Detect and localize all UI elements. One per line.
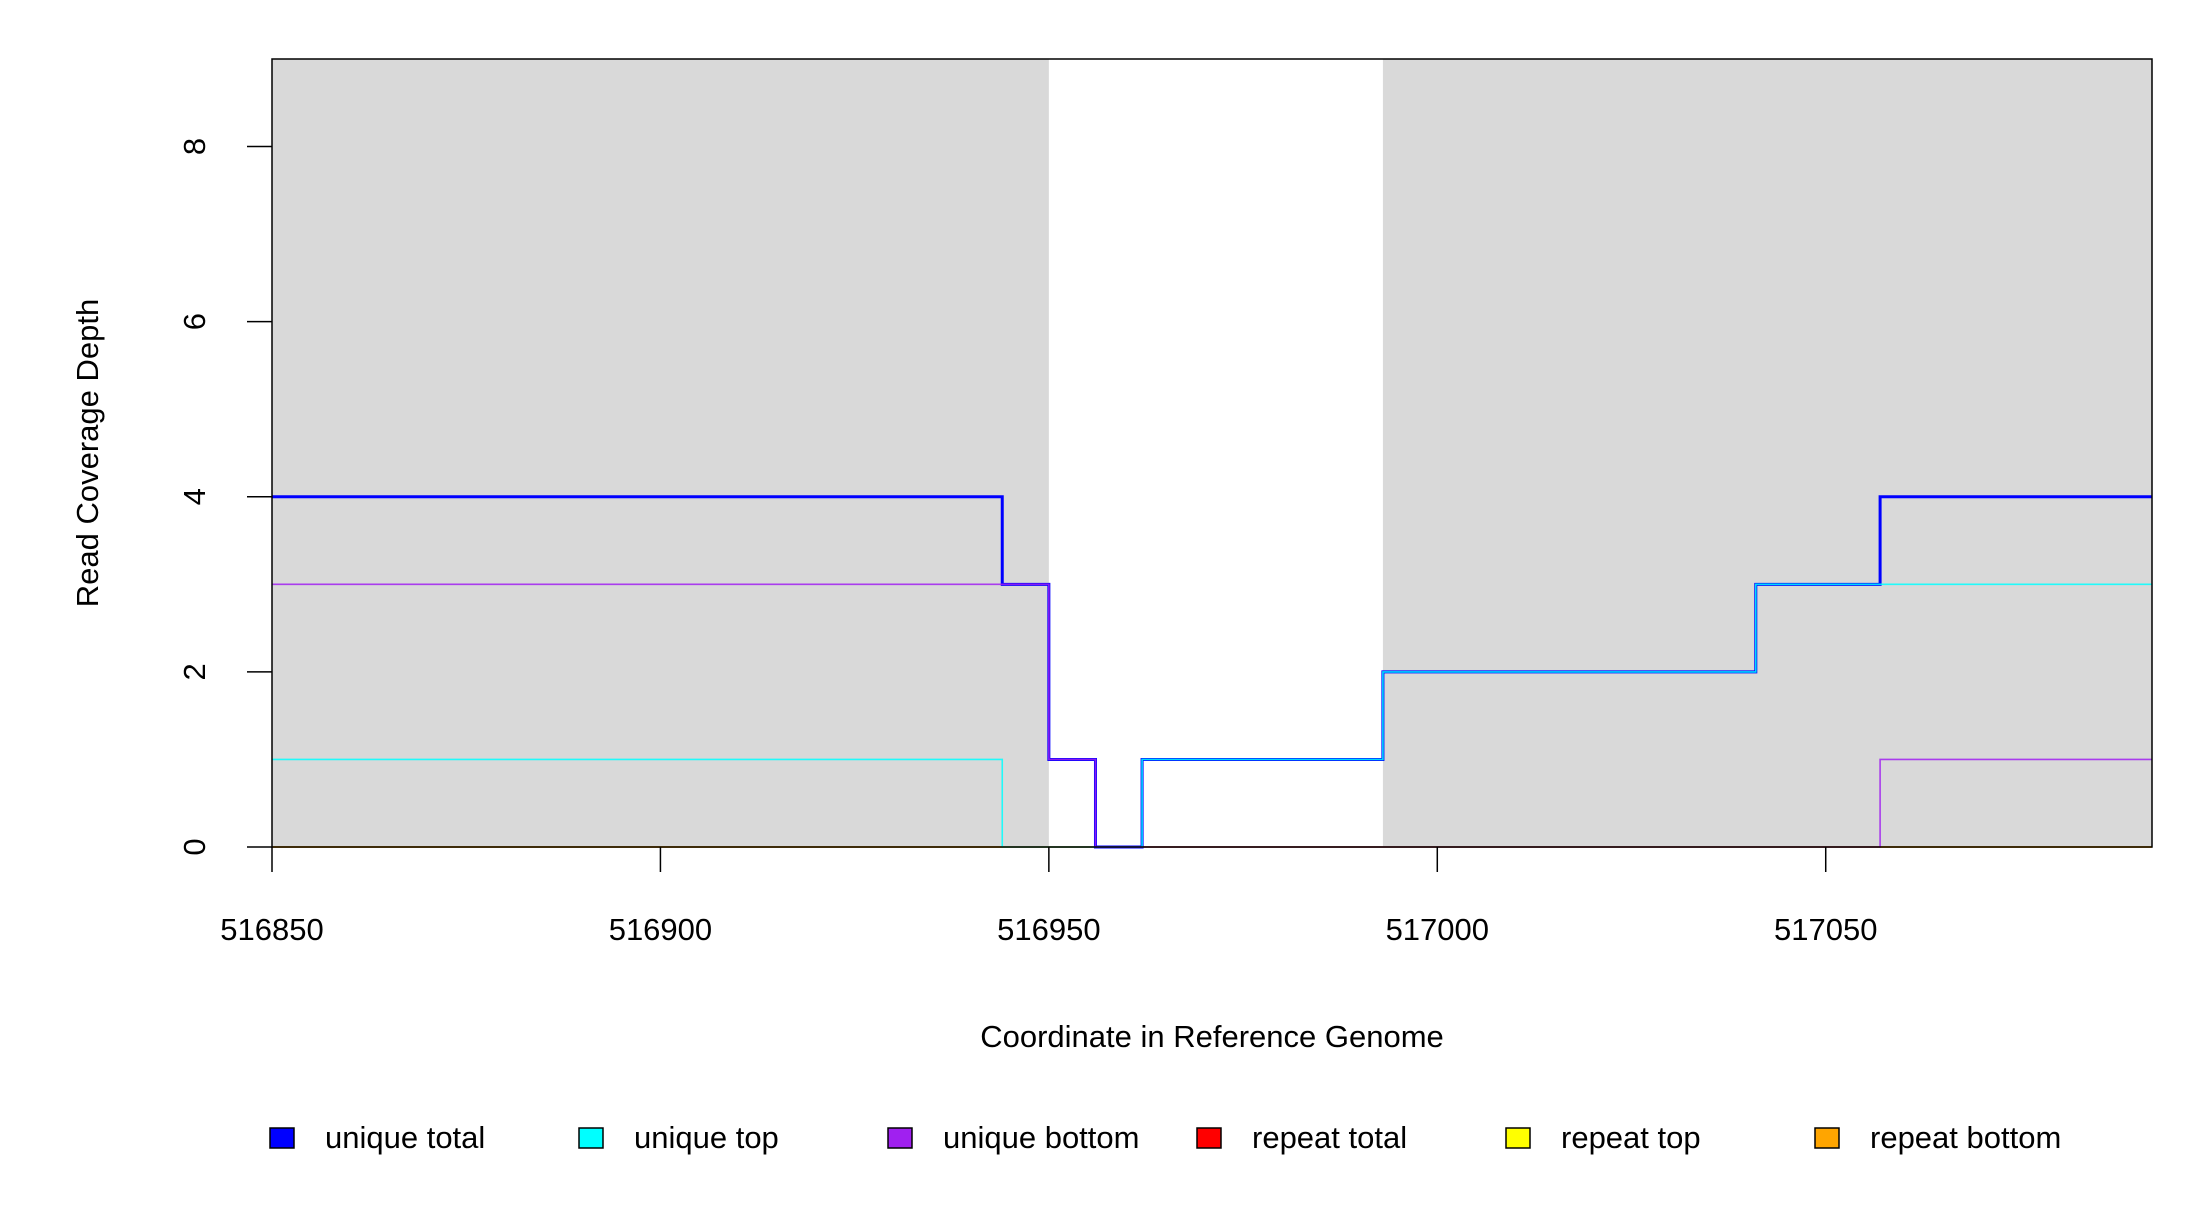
shaded-region — [1382, 59, 2152, 847]
y-tick-label: 2 — [177, 663, 212, 680]
legend-label: unique bottom — [943, 1120, 1139, 1155]
legend-label: unique total — [325, 1120, 485, 1155]
y-tick-label: 0 — [177, 838, 212, 855]
x-axis-label: Coordinate in Reference Genome — [980, 1019, 1444, 1054]
legend-label: unique top — [634, 1120, 779, 1155]
legend-label: repeat total — [1252, 1120, 1407, 1155]
plot-frame — [271, 58, 2153, 848]
shaded-regions — [272, 59, 2152, 847]
y-axis: 0 2 4 6 8 — [177, 138, 272, 856]
legend-swatch-unique-bottom — [887, 1127, 913, 1149]
legend-swatch-repeat-bottom — [1814, 1127, 1840, 1149]
legend: unique total unique top unique bottom repea… — [269, 1120, 2061, 1155]
legend-label: repeat top — [1561, 1120, 1701, 1155]
x-tick-label: 516950 — [997, 912, 1100, 947]
x-axis: 516850 516900 516950 517000 517050 — [220, 847, 1877, 947]
legend-swatch-repeat-total — [1196, 1127, 1222, 1149]
legend-swatch-repeat-top — [1505, 1127, 1531, 1149]
legend-swatch-unique-total — [269, 1127, 295, 1149]
legend-swatch-unique-top — [578, 1127, 604, 1149]
y-tick-label: 6 — [177, 313, 212, 330]
x-tick-label: 516850 — [220, 912, 323, 947]
legend-label: repeat bottom — [1870, 1120, 2061, 1155]
y-tick-label: 8 — [177, 138, 212, 155]
y-axis-label: Read Coverage Depth — [70, 299, 105, 607]
series-line-unique-bottom — [272, 583, 2152, 848]
x-tick-label: 517000 — [1386, 912, 1489, 947]
x-tick-label: 516900 — [609, 912, 712, 947]
x-tick-label: 517050 — [1774, 912, 1877, 947]
shaded-region — [272, 59, 1049, 847]
y-tick-label: 4 — [177, 488, 212, 505]
series-line-unique-top — [272, 583, 2152, 848]
